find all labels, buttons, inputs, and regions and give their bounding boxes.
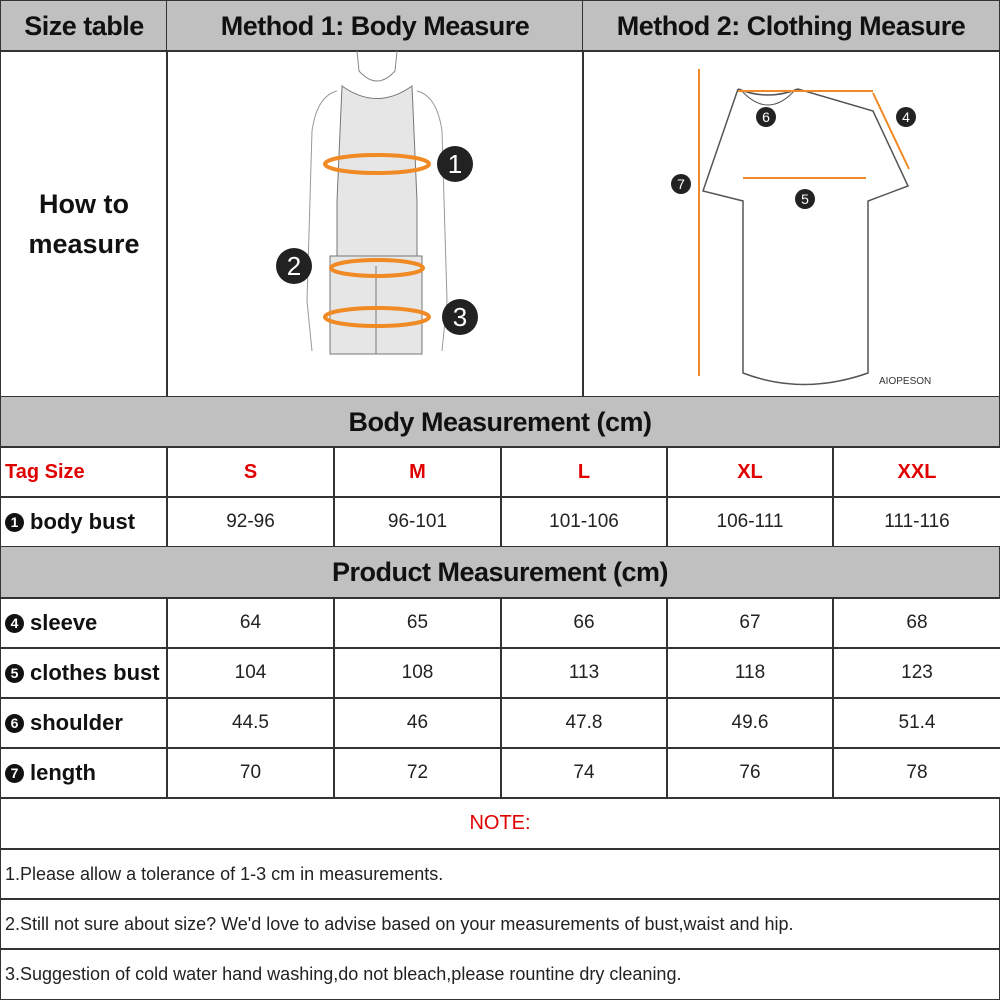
body-illustration-cell: 1 2 3 bbox=[166, 50, 584, 398]
marker-3: 3 bbox=[453, 302, 467, 332]
table-cell: 70 bbox=[166, 747, 335, 799]
method2-header: Method 2: Clothing Measure bbox=[582, 0, 1000, 52]
table-cell: 65 bbox=[333, 597, 502, 649]
marker-6: 6 bbox=[762, 109, 770, 125]
method1-header: Method 1: Body Measure bbox=[166, 0, 584, 52]
table-cell: 101-106 bbox=[500, 496, 668, 548]
table-cell: 72 bbox=[333, 747, 502, 799]
table-cell: 78 bbox=[832, 747, 1000, 799]
row-label-text: length bbox=[30, 760, 96, 785]
note-item: 1.Please allow a tolerance of 1-3 cm in … bbox=[0, 848, 1000, 900]
table-cell: 49.6 bbox=[666, 697, 834, 749]
number-badge-icon: 6 bbox=[5, 713, 24, 733]
row-label: 7 length bbox=[0, 747, 168, 799]
marker-5: 5 bbox=[801, 191, 809, 207]
how-to-measure: How to measure bbox=[0, 50, 168, 398]
size-header: M bbox=[333, 446, 502, 498]
row-label: 1 body bust bbox=[0, 496, 168, 548]
row-label-text: clothes bust bbox=[30, 660, 160, 685]
number-badge-icon: 1 bbox=[5, 512, 24, 532]
table-cell: 118 bbox=[666, 647, 834, 699]
table-cell: 67 bbox=[666, 597, 834, 649]
marker-4: 4 bbox=[902, 109, 910, 125]
table-cell: 47.8 bbox=[500, 697, 668, 749]
row-label: 4 sleeve bbox=[0, 597, 168, 649]
size-header: XXL bbox=[832, 446, 1000, 498]
marker-1: 1 bbox=[448, 149, 462, 179]
note-item: 3.Suggestion of cold water hand washing,… bbox=[0, 948, 1000, 1000]
row-label-text: shoulder bbox=[30, 710, 123, 735]
shirt-illustration-cell: 6 4 5 7 AIOPESON bbox=[582, 50, 1000, 398]
number-badge-icon: 7 bbox=[5, 763, 24, 783]
table-cell: 113 bbox=[500, 647, 668, 699]
table-cell: 76 bbox=[666, 747, 834, 799]
table-cell: 111-116 bbox=[832, 496, 1000, 548]
table-cell: 92-96 bbox=[166, 496, 335, 548]
marker-7: 7 bbox=[677, 176, 685, 192]
table-cell: 123 bbox=[832, 647, 1000, 699]
tshirt-illustration: 6 4 5 7 AIOPESON bbox=[671, 69, 931, 387]
size-header: L bbox=[500, 446, 668, 498]
row-label-text: sleeve bbox=[30, 610, 98, 635]
how-to-line1: How to bbox=[39, 189, 129, 219]
brand-label: AIOPESON bbox=[879, 376, 931, 387]
tag-size-label: Tag Size bbox=[0, 446, 168, 498]
note-title: NOTE: bbox=[0, 797, 1000, 850]
number-badge-icon: 4 bbox=[5, 613, 24, 633]
table-cell: 66 bbox=[500, 597, 668, 649]
table-cell: 64 bbox=[166, 597, 335, 649]
table-cell: 44.5 bbox=[166, 697, 335, 749]
size-table-header: Size table bbox=[0, 0, 168, 52]
table-cell: 96-101 bbox=[333, 496, 502, 548]
number-badge-icon: 5 bbox=[5, 663, 24, 683]
marker-2: 2 bbox=[287, 251, 301, 281]
table-cell: 68 bbox=[832, 597, 1000, 649]
body-figure-illustration: 1 2 3 bbox=[276, 51, 478, 355]
row-label-text: body bust bbox=[30, 509, 136, 534]
table-cell: 74 bbox=[500, 747, 668, 799]
bust-ring bbox=[323, 153, 431, 175]
table-cell: 106-111 bbox=[666, 496, 834, 548]
body-measurement-title: Body Measurement (cm) bbox=[0, 396, 1000, 448]
table-cell: 104 bbox=[166, 647, 335, 699]
size-header: XL bbox=[666, 446, 834, 498]
row-label: 6 shoulder bbox=[0, 697, 168, 749]
note-item: 2.Still not sure about size? We'd love t… bbox=[0, 898, 1000, 950]
size-header: S bbox=[166, 446, 335, 498]
how-to-line2: measure bbox=[28, 229, 140, 259]
hip-ring bbox=[323, 306, 431, 328]
table-cell: 51.4 bbox=[832, 697, 1000, 749]
waist-ring bbox=[329, 258, 425, 278]
table-cell: 46 bbox=[333, 697, 502, 749]
row-label: 5 clothes bust bbox=[0, 647, 168, 699]
product-measurement-title: Product Measurement (cm) bbox=[0, 546, 1000, 599]
table-cell: 108 bbox=[333, 647, 502, 699]
